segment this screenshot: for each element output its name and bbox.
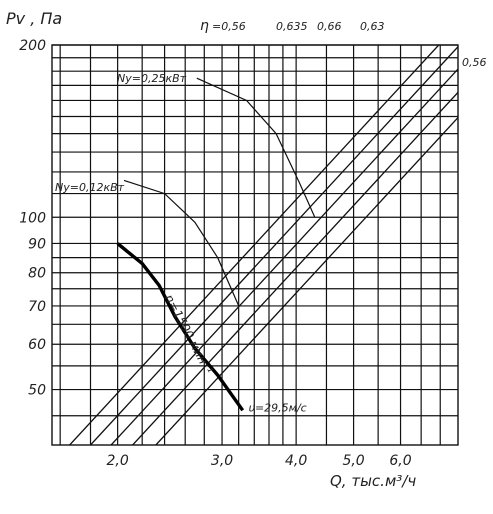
efficiency-label: 0,635 [276, 20, 308, 33]
efficiency-line [69, 45, 440, 445]
chart-labels: η =0,56 0,635 0,66 0,63 0,56 Ny=0,25кВт Ny=0,12… [6, 9, 487, 490]
efficiency-line-group [69, 45, 458, 445]
power-curve-label: Ny=0,25кВт [117, 72, 187, 85]
y-tick-label: 100 [19, 210, 46, 226]
efficiency-line [110, 68, 458, 445]
efficiency-lines [69, 45, 458, 445]
power-curves [123, 77, 316, 307]
y-tick-label: 60 [28, 337, 46, 353]
y-axis-label: Pv , Па [6, 9, 62, 28]
efficiency-label: 0,66 [317, 20, 342, 33]
power-curve-label: Ny=0,12кВт [55, 181, 125, 194]
power-curve [123, 179, 240, 307]
efficiency-line [90, 45, 458, 445]
y-tick-label: 90 [28, 236, 46, 252]
x-tick-label: 5,0 [342, 453, 364, 469]
x-tick-label: 3,0 [211, 453, 233, 469]
y-tick-label: 200 [19, 38, 46, 54]
x-tick-label: 4,0 [285, 453, 307, 469]
power-curve-group [123, 77, 316, 307]
efficiency-symbol: η [200, 18, 209, 34]
y-tick-label: 70 [28, 299, 46, 315]
annotation: υ=29,5м/с [249, 402, 307, 415]
efficiency-label: 0,56 [462, 56, 487, 69]
x-axis-label: Q, тыс.м³/ч [330, 472, 416, 490]
y-tick-label: 80 [28, 266, 46, 282]
series-label: n=1500 мин⁻¹ [162, 292, 216, 376]
series-layer [116, 242, 245, 412]
efficiency-line [132, 91, 458, 445]
power-curve [196, 77, 316, 218]
y-tick-label: 50 [28, 383, 46, 399]
x-tick-label: 2,0 [107, 453, 129, 469]
efficiency-label: 0,63 [360, 20, 385, 33]
efficiency-line [155, 116, 458, 445]
tick-labels: 2,0 3,0 4,0 5,0 6,0 50 60 70 80 90 100 200 [19, 38, 411, 469]
efficiency-label: =0,56 [212, 20, 246, 33]
x-tick-label: 6,0 [389, 453, 411, 469]
